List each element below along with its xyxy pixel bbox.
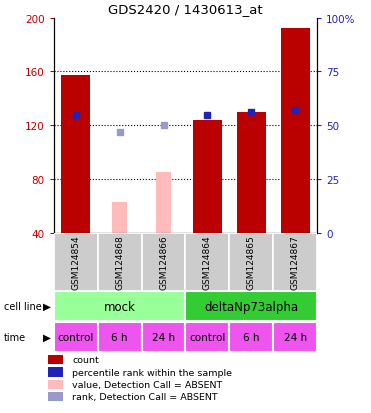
Bar bbox=[54, 233, 98, 291]
Text: GSM124866: GSM124866 bbox=[159, 235, 168, 290]
Text: 24 h: 24 h bbox=[284, 332, 307, 342]
Title: GDS2420 / 1430613_at: GDS2420 / 1430613_at bbox=[108, 3, 263, 16]
Text: GSM124867: GSM124867 bbox=[291, 235, 300, 290]
Bar bbox=[229, 233, 273, 291]
Bar bbox=[156, 173, 171, 233]
Text: cell line: cell line bbox=[4, 301, 42, 311]
Bar bbox=[112, 202, 128, 233]
Text: time: time bbox=[4, 332, 26, 342]
Text: rank, Detection Call = ABSENT: rank, Detection Call = ABSENT bbox=[72, 392, 218, 401]
Bar bbox=[273, 322, 317, 352]
Bar bbox=[54, 292, 185, 321]
Text: percentile rank within the sample: percentile rank within the sample bbox=[72, 368, 232, 377]
Bar bbox=[186, 322, 229, 352]
Bar bbox=[98, 322, 142, 352]
Bar bbox=[281, 29, 309, 233]
Text: GSM124864: GSM124864 bbox=[203, 235, 212, 290]
Bar bbox=[273, 233, 317, 291]
Text: GSM124854: GSM124854 bbox=[71, 235, 80, 290]
Text: control: control bbox=[58, 332, 94, 342]
Bar bbox=[186, 292, 317, 321]
Bar bbox=[229, 322, 273, 352]
Text: ▶: ▶ bbox=[43, 332, 51, 342]
Text: GSM124868: GSM124868 bbox=[115, 235, 124, 290]
Text: mock: mock bbox=[104, 300, 135, 313]
Text: 6 h: 6 h bbox=[243, 332, 260, 342]
Bar bbox=[62, 76, 90, 233]
Text: ▶: ▶ bbox=[43, 301, 51, 311]
Bar bbox=[193, 121, 222, 233]
Bar bbox=[98, 233, 142, 291]
Text: control: control bbox=[189, 332, 226, 342]
Text: deltaNp73alpha: deltaNp73alpha bbox=[204, 300, 298, 313]
Text: count: count bbox=[72, 355, 99, 364]
Bar bbox=[186, 233, 229, 291]
Bar bbox=[54, 322, 98, 352]
Text: 24 h: 24 h bbox=[152, 332, 175, 342]
Text: GSM124865: GSM124865 bbox=[247, 235, 256, 290]
Text: 6 h: 6 h bbox=[111, 332, 128, 342]
Bar bbox=[237, 113, 266, 233]
Bar bbox=[142, 233, 186, 291]
Text: value, Detection Call = ABSENT: value, Detection Call = ABSENT bbox=[72, 380, 223, 389]
Bar bbox=[142, 322, 186, 352]
